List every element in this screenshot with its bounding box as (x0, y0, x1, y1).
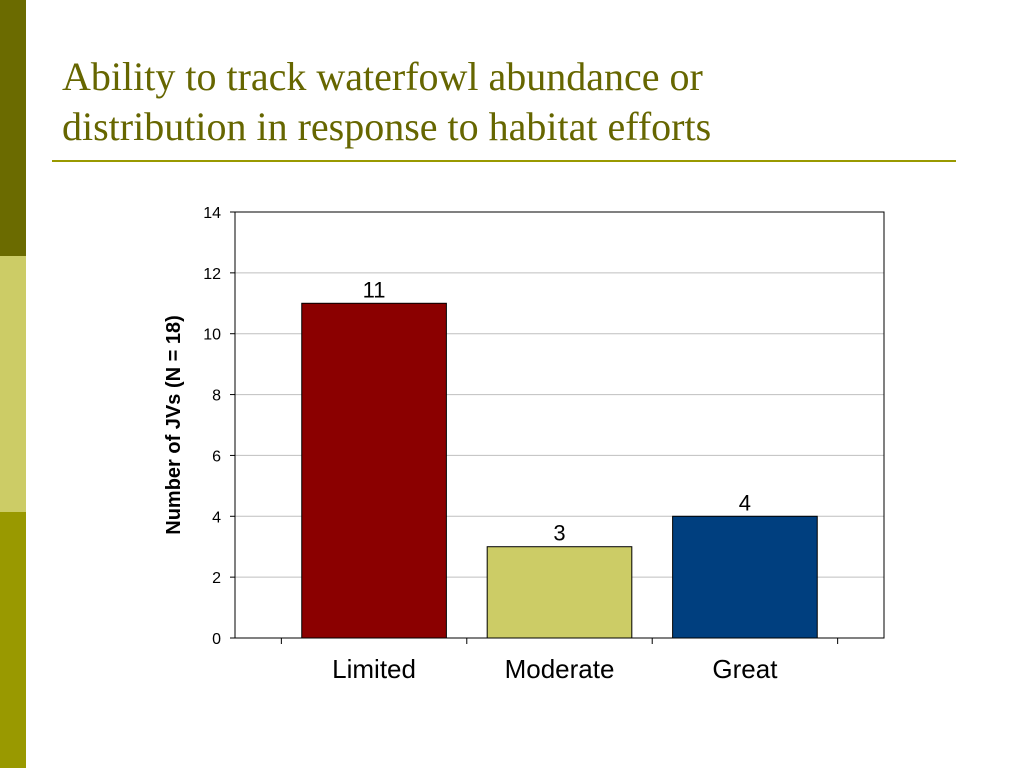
bar-great (672, 515, 818, 639)
slide-title: Ability to track waterfowl abundance or … (62, 52, 962, 152)
y-tick-label: 4 (212, 509, 221, 526)
y-tick-label: 10 (203, 327, 221, 344)
slide-title-line-2: distribution in response to habitat effo… (62, 104, 712, 149)
title-rule (52, 160, 956, 162)
bar-limited (301, 302, 447, 639)
y-tick-label: 8 (212, 388, 221, 405)
x-tick-label-great: Great (712, 654, 778, 684)
y-tick-label: 14 (203, 205, 221, 222)
y-tick-label: 2 (212, 570, 221, 587)
bar-moderate (486, 546, 633, 639)
data-label-limited: 11 (363, 277, 386, 302)
side-band-middle (0, 256, 26, 512)
slide-title-line-1: Ability to track waterfowl abundance or (62, 54, 703, 99)
y-tick-label: 6 (212, 448, 221, 465)
y-tick-label: 0 (212, 631, 221, 648)
data-label-moderate: 3 (553, 521, 565, 546)
x-tick-label-moderate: Moderate (505, 654, 615, 684)
x-tick-label-limited: Limited (332, 654, 416, 684)
y-axis-title: Number of JVs (N = 18) (163, 315, 185, 535)
data-label-great: 4 (739, 490, 751, 515)
side-band-top (0, 0, 26, 256)
y-tick-label: 12 (203, 266, 221, 283)
side-band-bottom (0, 512, 26, 768)
